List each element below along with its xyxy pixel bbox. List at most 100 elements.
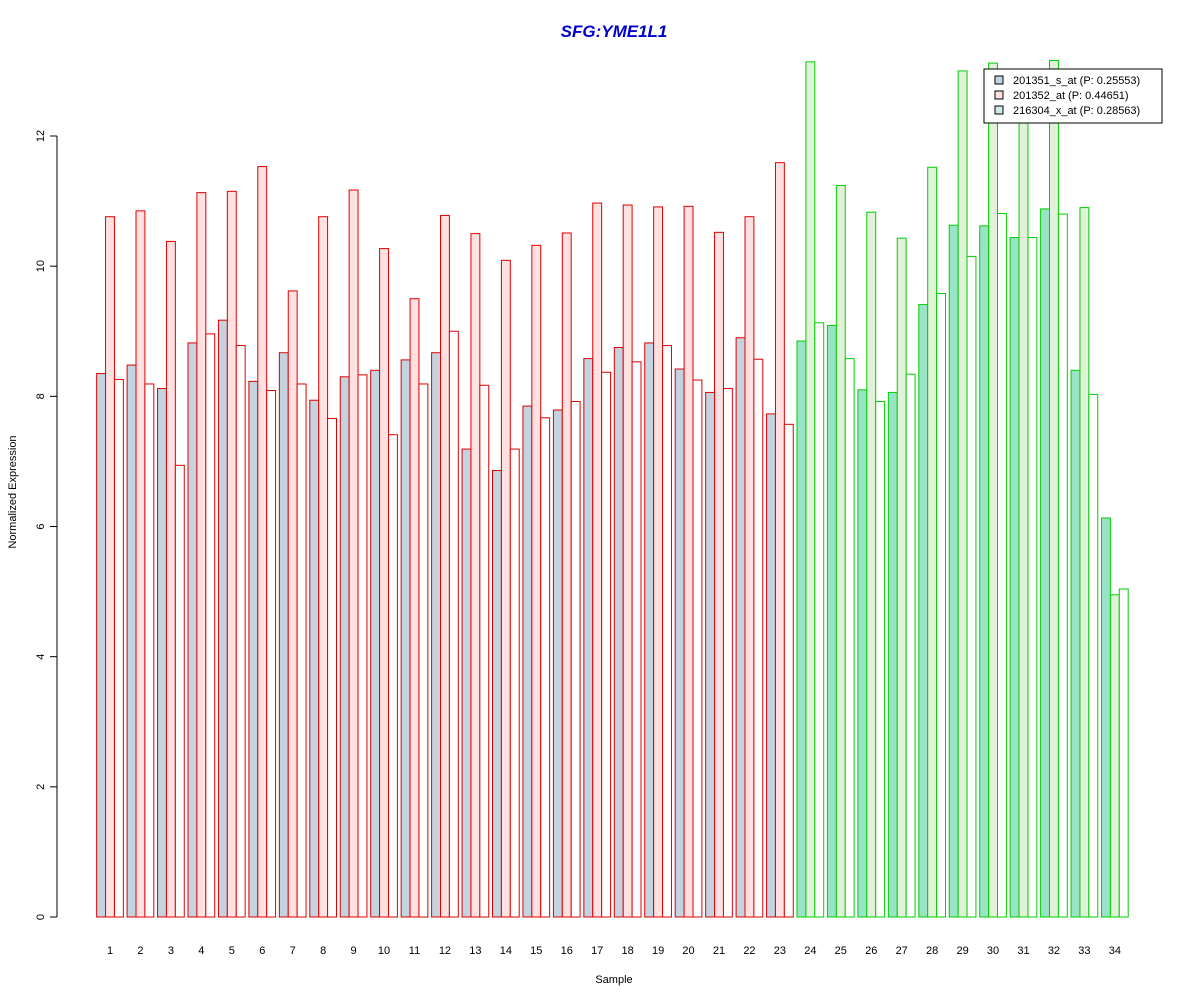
bar-1-sample-14 bbox=[492, 470, 502, 918]
bar-2-sample-20 bbox=[683, 205, 694, 918]
bar-3-sample-11 bbox=[418, 383, 429, 918]
bar-1-sample-33 bbox=[1070, 369, 1081, 918]
x-tick-label: 6 bbox=[259, 945, 265, 957]
chart-title: SFG:YME1L1 bbox=[561, 22, 668, 41]
bar-3-sample-14 bbox=[509, 448, 520, 918]
bar-1-sample-21 bbox=[705, 391, 716, 918]
x-tick-label: 23 bbox=[774, 945, 786, 957]
bar-2-sample-9 bbox=[348, 189, 359, 918]
x-tick-label: 25 bbox=[835, 945, 847, 957]
bar-3-sample-3 bbox=[174, 464, 185, 918]
bar-3-sample-9 bbox=[357, 374, 368, 918]
bar-1-sample-13 bbox=[461, 448, 472, 918]
x-tick-label: 4 bbox=[198, 945, 204, 957]
bar-2-sample-3 bbox=[165, 240, 176, 918]
bar-2-sample-15 bbox=[531, 244, 542, 918]
x-tick-label: 2 bbox=[137, 945, 143, 957]
bar-1-sample-28 bbox=[918, 304, 929, 918]
bar-3-sample-28 bbox=[936, 293, 946, 918]
x-tick-label: 34 bbox=[1109, 945, 1121, 957]
bar-1-sample-16 bbox=[552, 409, 563, 918]
x-tick-label: 5 bbox=[229, 945, 235, 957]
bar-2-sample-28 bbox=[927, 166, 938, 918]
bar-2-sample-10 bbox=[379, 248, 390, 918]
bar-3-sample-17 bbox=[601, 371, 612, 918]
bar-2-sample-2 bbox=[135, 210, 146, 918]
bar-2-sample-8 bbox=[318, 216, 329, 918]
y-tick-label: 4 bbox=[35, 654, 47, 660]
x-tick-label: 3 bbox=[168, 945, 174, 957]
bar-3-sample-21 bbox=[722, 388, 733, 918]
x-tick-label: 28 bbox=[926, 945, 938, 957]
bar-1-sample-6 bbox=[248, 380, 259, 918]
bar-2-sample-30 bbox=[988, 62, 998, 918]
y-axis: 0 2 4 6 8 10 12 bbox=[35, 130, 58, 920]
bar-1-sample-15 bbox=[522, 405, 533, 918]
x-tick-label: 32 bbox=[1048, 945, 1060, 957]
bar-3-sample-23 bbox=[783, 423, 794, 918]
legend-label-1: 201351_s_at (P: 0.25553) bbox=[1013, 75, 1140, 87]
x-tick-label: 20 bbox=[682, 945, 694, 957]
legend-label-3: 216304_x_at (P: 0.28563) bbox=[1013, 105, 1140, 117]
bar-1-sample-9 bbox=[339, 376, 350, 918]
bar-2-sample-25 bbox=[835, 184, 846, 918]
bar-3-sample-6 bbox=[266, 389, 277, 918]
bar-3-sample-26 bbox=[875, 401, 886, 918]
x-tick-label: 19 bbox=[652, 945, 664, 957]
bar-3-sample-25 bbox=[844, 358, 855, 918]
y-axis-label: Normalized Expression bbox=[7, 435, 19, 548]
bar-2-sample-18 bbox=[622, 204, 633, 918]
bar-1-sample-22 bbox=[735, 337, 746, 918]
bar-2-sample-33 bbox=[1079, 207, 1090, 918]
bar-1-sample-26 bbox=[857, 389, 868, 918]
bar-3-sample-5 bbox=[235, 345, 246, 918]
bar-3-sample-27 bbox=[905, 373, 916, 918]
bar-3-sample-12 bbox=[448, 330, 459, 918]
bar-1-sample-25 bbox=[826, 324, 837, 918]
x-tick-label: 14 bbox=[500, 945, 512, 957]
bar-1-sample-34 bbox=[1101, 517, 1111, 918]
bar-2-sample-29 bbox=[957, 70, 968, 918]
legend-label-2: 201352_at (P: 0.44651) bbox=[1013, 90, 1129, 102]
bar-2-sample-34 bbox=[1109, 594, 1120, 918]
bar-2-sample-23 bbox=[774, 162, 785, 918]
bar-3-sample-15 bbox=[540, 417, 551, 918]
bar-3-sample-22 bbox=[753, 358, 764, 918]
bar-3-sample-16 bbox=[570, 401, 581, 918]
x-tick-label: 21 bbox=[713, 945, 725, 957]
bar-2-sample-26 bbox=[866, 211, 877, 918]
bar-1-sample-17 bbox=[583, 358, 594, 918]
bar-1-sample-7 bbox=[278, 352, 289, 918]
bar-2-sample-19 bbox=[653, 206, 664, 918]
bar-2-sample-5 bbox=[226, 190, 237, 918]
bar-2-sample-27 bbox=[896, 237, 907, 918]
x-tick-label: 10 bbox=[378, 945, 390, 957]
y-tick-label: 0 bbox=[35, 914, 47, 920]
x-tick-label: 11 bbox=[409, 945, 420, 957]
bar-2-sample-11 bbox=[409, 298, 420, 918]
bar-1-sample-23 bbox=[766, 413, 776, 918]
x-tick-label: 9 bbox=[351, 945, 357, 957]
x-tick-label: 33 bbox=[1078, 945, 1090, 957]
bar-1-sample-20 bbox=[674, 368, 685, 918]
legend: 201351_s_at (P: 0.25553) 201352_at (P: 0.… bbox=[983, 68, 1163, 124]
x-tick-label: 1 bbox=[107, 945, 113, 957]
bar-1-sample-4 bbox=[187, 342, 198, 918]
bar-2-sample-13 bbox=[470, 233, 481, 918]
bar-2-sample-32 bbox=[1049, 60, 1059, 918]
bar-2-sample-22 bbox=[744, 216, 755, 918]
bar-3-sample-13 bbox=[479, 384, 490, 918]
bar-1-sample-11 bbox=[400, 359, 411, 918]
x-tick-label: 22 bbox=[743, 945, 755, 957]
y-tick-label: 12 bbox=[35, 130, 47, 142]
x-tick-label: 31 bbox=[1017, 945, 1029, 957]
bar-3-sample-30 bbox=[997, 212, 1007, 918]
bar-1-sample-1 bbox=[96, 373, 107, 918]
bar-3-sample-20 bbox=[692, 379, 703, 918]
bar-2-sample-7 bbox=[287, 290, 298, 918]
x-tick-label: 12 bbox=[439, 945, 451, 957]
bar-2-sample-21 bbox=[714, 231, 724, 918]
y-tick-label: 8 bbox=[35, 393, 47, 399]
x-tick-label: 17 bbox=[591, 945, 603, 957]
bar-1-sample-3 bbox=[157, 388, 167, 918]
